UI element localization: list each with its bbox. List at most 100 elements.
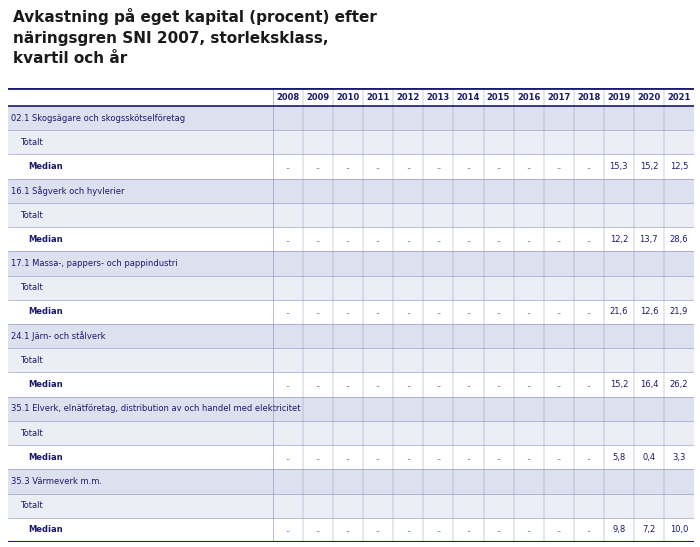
Bar xyxy=(8,251,694,276)
Text: ..: .. xyxy=(376,525,381,534)
Text: 28,6: 28,6 xyxy=(670,235,688,244)
Text: ..: .. xyxy=(346,453,351,462)
Text: 10,0: 10,0 xyxy=(670,525,688,534)
Text: ..: .. xyxy=(316,453,321,462)
Text: 35.3 Värmeverk m.m.: 35.3 Värmeverk m.m. xyxy=(11,477,102,486)
Text: ..: .. xyxy=(466,162,471,171)
Text: Median: Median xyxy=(29,525,63,534)
Text: 7,2: 7,2 xyxy=(643,525,655,534)
Text: ..: .. xyxy=(556,235,561,244)
Text: ..: .. xyxy=(436,525,441,534)
Text: ..: .. xyxy=(586,453,592,462)
Bar xyxy=(8,373,694,397)
Text: ..: .. xyxy=(466,235,471,244)
Text: 2017: 2017 xyxy=(547,92,570,102)
Text: ..: .. xyxy=(496,162,501,171)
Text: ..: .. xyxy=(556,525,561,534)
Text: ..: .. xyxy=(496,235,501,244)
Text: Median: Median xyxy=(29,380,63,389)
Text: Median: Median xyxy=(29,162,63,171)
Text: ..: .. xyxy=(556,162,561,171)
Text: Totalt: Totalt xyxy=(20,211,43,219)
Text: ..: .. xyxy=(526,380,531,389)
Text: ..: .. xyxy=(376,453,381,462)
Text: ..: .. xyxy=(286,380,290,389)
Text: ..: .. xyxy=(406,235,411,244)
Text: 5,8: 5,8 xyxy=(612,453,625,462)
Text: ..: .. xyxy=(586,307,592,316)
Text: ..: .. xyxy=(526,235,531,244)
Bar xyxy=(8,154,694,179)
Text: 2009: 2009 xyxy=(307,92,330,102)
Text: 26,2: 26,2 xyxy=(670,380,688,389)
Text: 2016: 2016 xyxy=(517,92,540,102)
Text: 2008: 2008 xyxy=(276,92,300,102)
Text: ..: .. xyxy=(496,453,501,462)
Bar xyxy=(8,88,694,106)
Bar xyxy=(8,518,694,542)
Text: ..: .. xyxy=(346,162,351,171)
Text: ..: .. xyxy=(556,453,561,462)
Bar xyxy=(8,421,694,445)
Text: Avkastning på eget kapital (procent) efter
näringsgren SNI 2007, storleksklass,
: Avkastning på eget kapital (procent) eft… xyxy=(13,8,377,66)
Bar xyxy=(8,276,694,300)
Text: ..: .. xyxy=(286,453,290,462)
Bar xyxy=(8,397,694,421)
Text: ..: .. xyxy=(406,525,411,534)
Text: ..: .. xyxy=(286,525,290,534)
Text: 9,8: 9,8 xyxy=(612,525,625,534)
Text: Totalt: Totalt xyxy=(20,356,43,365)
Text: 15,2: 15,2 xyxy=(610,380,628,389)
Text: ..: .. xyxy=(496,307,501,316)
Text: 16.1 Sågverk och hyvlerier: 16.1 Sågverk och hyvlerier xyxy=(11,186,125,196)
Text: ..: .. xyxy=(526,162,531,171)
Text: ..: .. xyxy=(346,235,351,244)
Text: ..: .. xyxy=(526,307,531,316)
Text: ..: .. xyxy=(586,525,592,534)
Text: 21,6: 21,6 xyxy=(610,307,628,316)
Text: ..: .. xyxy=(556,380,561,389)
Text: 12,2: 12,2 xyxy=(610,235,628,244)
Text: ..: .. xyxy=(406,307,411,316)
Text: ..: .. xyxy=(586,380,592,389)
Text: 2013: 2013 xyxy=(427,92,450,102)
Text: 3,3: 3,3 xyxy=(672,453,686,462)
Text: ..: .. xyxy=(436,235,441,244)
Text: ..: .. xyxy=(286,307,290,316)
Text: ..: .. xyxy=(436,380,441,389)
Text: ..: .. xyxy=(316,235,321,244)
Text: ..: .. xyxy=(436,453,441,462)
Text: 2015: 2015 xyxy=(486,92,510,102)
Text: ..: .. xyxy=(346,380,351,389)
Text: ..: .. xyxy=(316,307,321,316)
Text: ..: .. xyxy=(436,162,441,171)
Text: ..: .. xyxy=(556,307,561,316)
Text: ..: .. xyxy=(406,162,411,171)
Text: ..: .. xyxy=(496,380,501,389)
Text: ..: .. xyxy=(316,162,321,171)
Text: ..: .. xyxy=(586,235,592,244)
Text: ..: .. xyxy=(346,307,351,316)
Text: 12,5: 12,5 xyxy=(670,162,688,171)
Text: 2018: 2018 xyxy=(577,92,601,102)
Text: Totalt: Totalt xyxy=(20,138,43,147)
Text: Median: Median xyxy=(29,235,63,244)
Text: ..: .. xyxy=(526,453,531,462)
Text: ..: .. xyxy=(406,380,411,389)
Text: ..: .. xyxy=(346,525,351,534)
Text: 2020: 2020 xyxy=(637,92,661,102)
Text: ..: .. xyxy=(316,525,321,534)
Text: Totalt: Totalt xyxy=(20,501,43,510)
Text: 15,3: 15,3 xyxy=(610,162,628,171)
Bar xyxy=(8,179,694,203)
Text: Totalt: Totalt xyxy=(20,428,43,438)
Text: ..: .. xyxy=(376,162,381,171)
Bar xyxy=(8,493,694,518)
Bar xyxy=(8,469,694,493)
Text: ..: .. xyxy=(466,380,471,389)
Text: ..: .. xyxy=(466,525,471,534)
Text: 35.1 Elverk, elnätföretag, distribution av och handel med elektricitet: 35.1 Elverk, elnätföretag, distribution … xyxy=(11,404,301,414)
Bar xyxy=(8,324,694,348)
Text: 21,9: 21,9 xyxy=(670,307,688,316)
Text: ..: .. xyxy=(436,307,441,316)
